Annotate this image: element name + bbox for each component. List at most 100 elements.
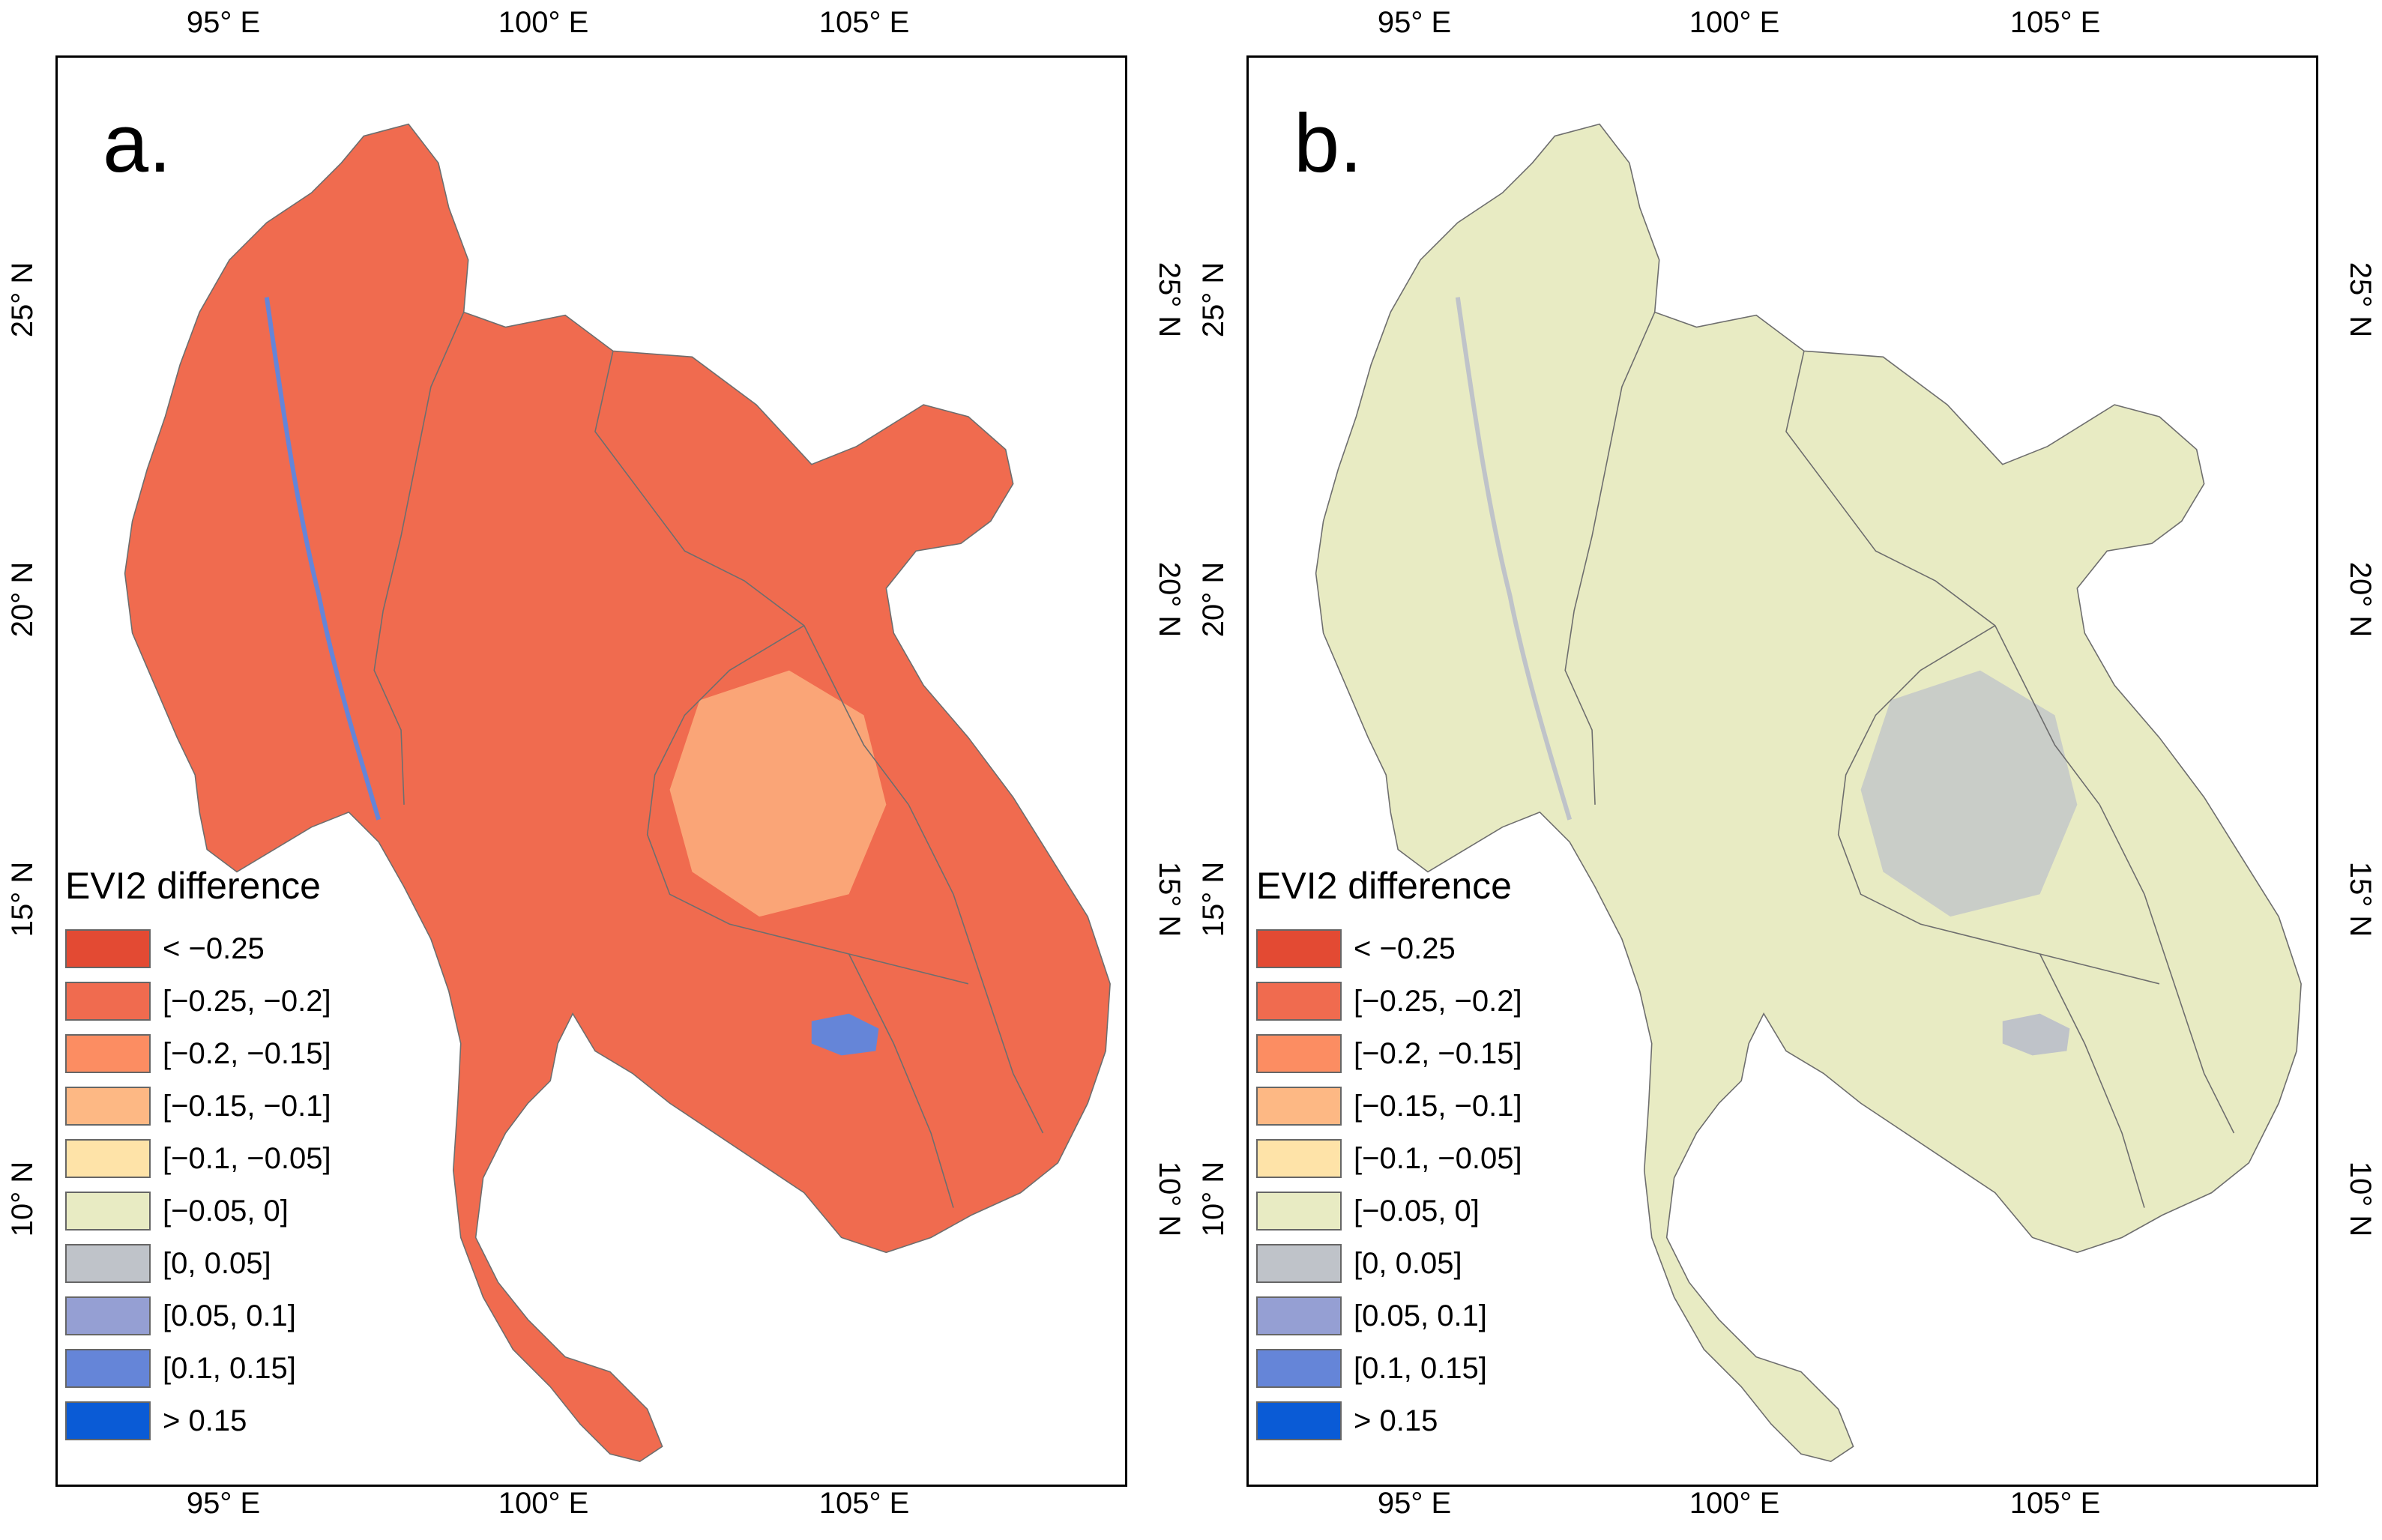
lon-tick-top-105: 105° E xyxy=(818,6,910,39)
legend-item: > 0.15 xyxy=(1256,1395,1522,1447)
legend-swatch xyxy=(65,929,151,968)
legend-swatch xyxy=(1256,1139,1342,1178)
legend-item: [0, 0.05] xyxy=(1256,1237,1522,1290)
legend-item: [0.1, 0.15] xyxy=(1256,1342,1522,1395)
lat-tick-right-25: 25° N xyxy=(1153,262,1186,338)
legend-label: [−0.1, −0.05] xyxy=(1354,1142,1522,1175)
lat-tick-left-15: 15° N xyxy=(1197,861,1230,937)
legend-label: [−0.25, −0.2] xyxy=(1354,985,1522,1018)
legend-swatch xyxy=(65,1034,151,1073)
lake xyxy=(811,1013,879,1056)
legend-item: [−0.15, −0.1] xyxy=(65,1080,331,1132)
legend-label: [−0.05, 0] xyxy=(163,1195,289,1228)
lon-tick-top-95: 95° E xyxy=(186,6,261,39)
country-border xyxy=(908,804,1044,1134)
panel-label-b: b. xyxy=(1294,97,1363,190)
lat-tick-left-25: 25° N xyxy=(1197,262,1230,338)
lon-tick-top-100: 100° E xyxy=(1689,6,1780,39)
land-mass xyxy=(1315,123,2302,1462)
legend-swatch xyxy=(1256,1401,1342,1440)
legend-label: [0, 0.05] xyxy=(1354,1247,1462,1280)
legend-label: < −0.25 xyxy=(163,932,265,965)
legend-item: [−0.15, −0.1] xyxy=(1256,1080,1522,1132)
lat-tick-left-20: 20° N xyxy=(6,561,39,638)
legend-swatch xyxy=(65,1139,151,1178)
country-border xyxy=(2099,804,2235,1134)
lat-tick-right-25: 25° N xyxy=(2344,262,2377,338)
legend-swatch xyxy=(65,1192,151,1231)
legend-label: [−0.15, −0.1] xyxy=(1354,1090,1522,1123)
legend-item: [−0.1, −0.05] xyxy=(65,1132,331,1185)
legend-label: [0, 0.05] xyxy=(163,1247,271,1280)
lon-tick-top-100: 100° E xyxy=(498,6,589,39)
legend-b: EVI2 difference < −0.25 [−0.25, −0.2] [−0.… xyxy=(1256,867,1522,1447)
legend-swatch xyxy=(1256,929,1342,968)
lat-tick-left-20: 20° N xyxy=(1197,561,1230,638)
lon-tick-bottom-95: 95° E xyxy=(186,1487,261,1520)
country-border xyxy=(1837,625,2160,985)
map-region-b xyxy=(1315,123,2302,1462)
legend-swatch xyxy=(65,1349,151,1388)
panel-label-a: a. xyxy=(103,97,172,190)
country-border xyxy=(373,312,465,805)
lon-tick-bottom-95: 95° E xyxy=(1377,1487,1452,1520)
country-border xyxy=(1785,351,2100,806)
legend-item: [0, 0.05] xyxy=(65,1237,331,1290)
lat-tick-left-10: 10° N xyxy=(1197,1161,1230,1237)
legend-title: EVI2 difference xyxy=(65,865,321,907)
map-panel-a: 95° E 100° E 105° E 95° E 100° E 105° E … xyxy=(6,6,1186,1520)
legend-item: [−0.25, −0.2] xyxy=(1256,975,1522,1027)
legend-swatch xyxy=(65,982,151,1021)
legend-swatch xyxy=(1256,1244,1342,1283)
country-border xyxy=(2039,953,2145,1208)
lat-tick-left-25: 25° N xyxy=(6,262,39,338)
legend-swatch xyxy=(1256,1349,1342,1388)
legend-swatch xyxy=(1256,982,1342,1021)
legend-item: [−0.05, 0] xyxy=(1256,1185,1522,1237)
legend-item: [−0.05, 0] xyxy=(65,1185,331,1237)
lat-tick-right-10: 10° N xyxy=(2344,1161,2377,1237)
river-valley xyxy=(1455,297,1573,821)
country-border xyxy=(646,625,969,985)
land-mass xyxy=(124,123,1111,1462)
legend-swatch xyxy=(1256,1034,1342,1073)
lat-tick-right-15: 15° N xyxy=(2344,861,2377,937)
legend-item: < −0.25 xyxy=(1256,923,1522,975)
river-valley xyxy=(264,297,382,821)
legend-item: [−0.2, −0.15] xyxy=(1256,1027,1522,1080)
lon-tick-bottom-105: 105° E xyxy=(2009,1487,2101,1520)
lon-tick-bottom-100: 100° E xyxy=(498,1487,589,1520)
legend-swatch xyxy=(1256,1087,1342,1126)
map-region-a xyxy=(124,123,1111,1462)
map-layer xyxy=(1315,123,2302,1462)
legend-label: [0.05, 0.1] xyxy=(163,1299,296,1332)
lat-tick-left-15: 15° N xyxy=(6,861,39,937)
legend-swatch xyxy=(1256,1192,1342,1231)
map-frame-b: b. EVI2 difference < −0.25 [−0.25, −0.2] [… xyxy=(1246,55,2318,1487)
legend-item: [−0.25, −0.2] xyxy=(65,975,331,1027)
legend-label: [−0.25, −0.2] xyxy=(163,985,331,1018)
legend-title: EVI2 difference xyxy=(1256,865,1512,907)
map-panel-b: 95° E 100° E 105° E 95° E 100° E 105° E … xyxy=(1191,0,2382,1540)
legend-label: [−0.1, −0.05] xyxy=(163,1142,331,1175)
lat-tick-left-10: 10° N xyxy=(6,1161,39,1237)
central-plain-region xyxy=(669,670,887,917)
legend-label: [−0.2, −0.15] xyxy=(1354,1037,1522,1070)
map-frame-a: a. EVI2 difference < −0.25 [−0.25, −0.2] [… xyxy=(55,55,1127,1487)
lat-tick-right-10: 10° N xyxy=(1153,1161,1186,1237)
lon-tick-bottom-105: 105° E xyxy=(818,1487,910,1520)
map-layer xyxy=(124,123,1111,1462)
legend-label: < −0.25 xyxy=(1354,932,1456,965)
lon-tick-top-105: 105° E xyxy=(2009,6,2101,39)
legend-item: [−0.1, −0.05] xyxy=(1256,1132,1522,1185)
legend-a: EVI2 difference < −0.25 [−0.25, −0.2] [−0.… xyxy=(65,867,331,1447)
legend-label: [−0.15, −0.1] xyxy=(163,1090,331,1123)
legend-item: > 0.15 xyxy=(65,1395,331,1447)
legend-label: > 0.15 xyxy=(163,1404,247,1437)
legend-item: [0.05, 0.1] xyxy=(1256,1290,1522,1342)
legend-swatch xyxy=(65,1401,151,1440)
lake xyxy=(2002,1013,2070,1056)
legend-label: [−0.05, 0] xyxy=(1354,1195,1480,1228)
lon-tick-top-95: 95° E xyxy=(1377,6,1452,39)
lon-tick-bottom-100: 100° E xyxy=(1689,1487,1780,1520)
